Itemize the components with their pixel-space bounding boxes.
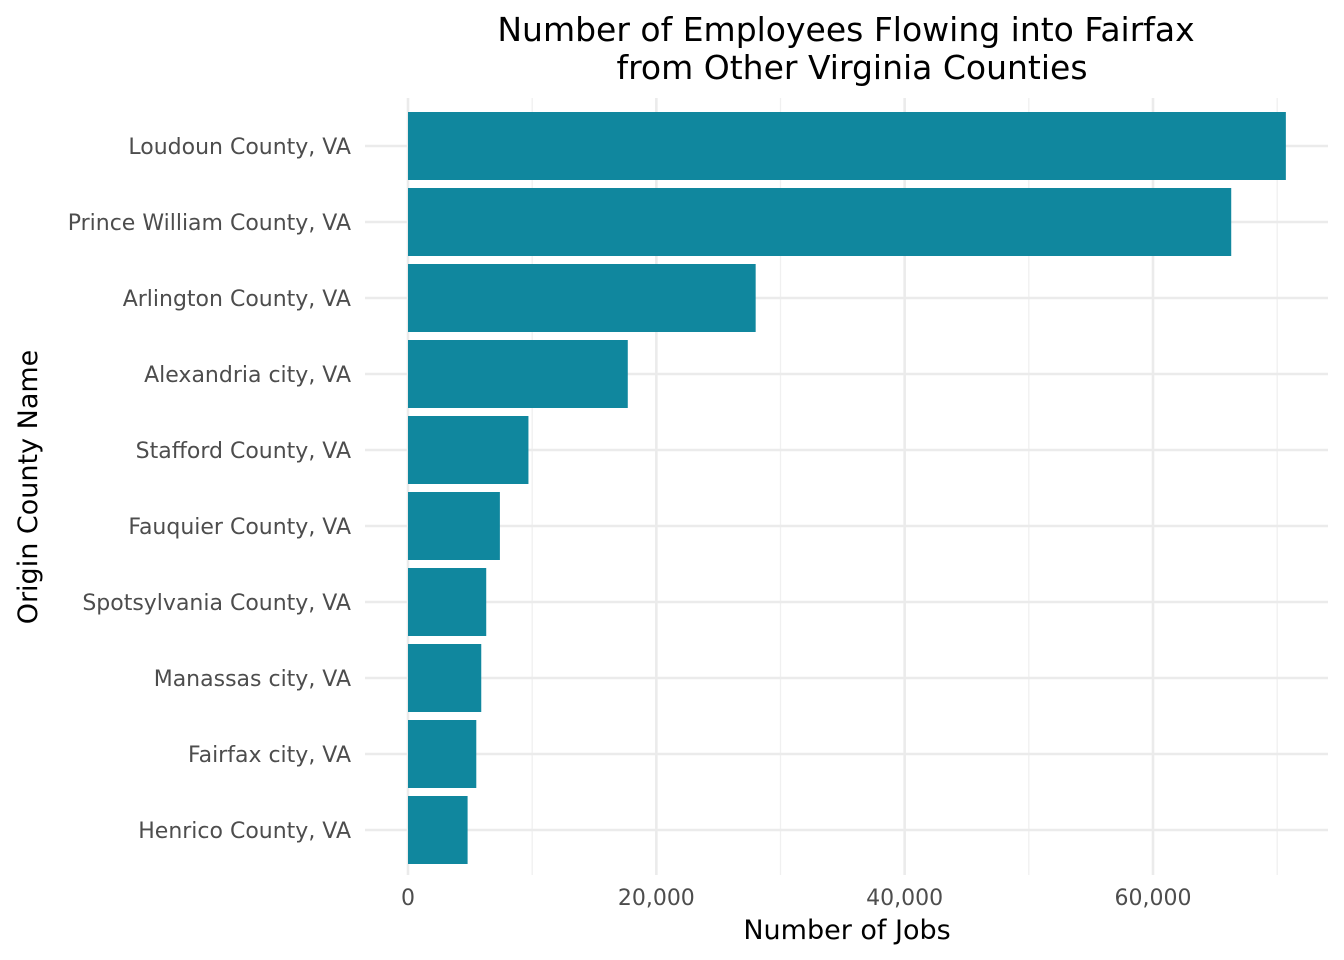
bars [408, 112, 1286, 864]
y-tick-label: Henrico County, VA [138, 819, 351, 844]
y-axis-title: Origin County Name [13, 350, 44, 625]
chart-title-line-1: Number of Employees Flowing into Fairfax [497, 10, 1194, 49]
bar [408, 416, 529, 484]
y-tick-label: Fairfax city, VA [188, 743, 351, 768]
y-tick-label: Arlington County, VA [123, 287, 351, 312]
x-tick-label: 0 [401, 886, 415, 911]
y-tick-label: Spotsylvania County, VA [82, 591, 351, 616]
y-tick-label: Alexandria city, VA [144, 363, 351, 388]
bar [408, 492, 500, 560]
y-axis-tick-labels: Loudoun County, VA Prince William County,… [68, 135, 351, 844]
y-tick-label: Manassas city, VA [154, 667, 351, 692]
y-tick-label: Stafford County, VA [136, 439, 351, 464]
bar [408, 112, 1286, 180]
x-tick-label: 60,000 [1115, 886, 1192, 911]
chart-title-line-2: from Other Virginia Counties [616, 48, 1087, 87]
x-tick-label: 40,000 [866, 886, 943, 911]
y-tick-label: Loudoun County, VA [128, 135, 351, 160]
x-tick-label: 20,000 [618, 886, 695, 911]
bar [408, 796, 468, 864]
bar [408, 568, 487, 636]
y-tick-label: Prince William County, VA [68, 211, 351, 236]
bar [408, 264, 756, 332]
bar [408, 720, 477, 788]
x-axis-tick-labels: 0 20,000 40,000 60,000 [401, 886, 1191, 911]
bar [408, 644, 482, 712]
x-axis-title: Number of Jobs [743, 915, 950, 946]
y-tick-label: Fauquier County, VA [128, 515, 351, 540]
bar [408, 340, 628, 408]
bar [408, 188, 1232, 256]
